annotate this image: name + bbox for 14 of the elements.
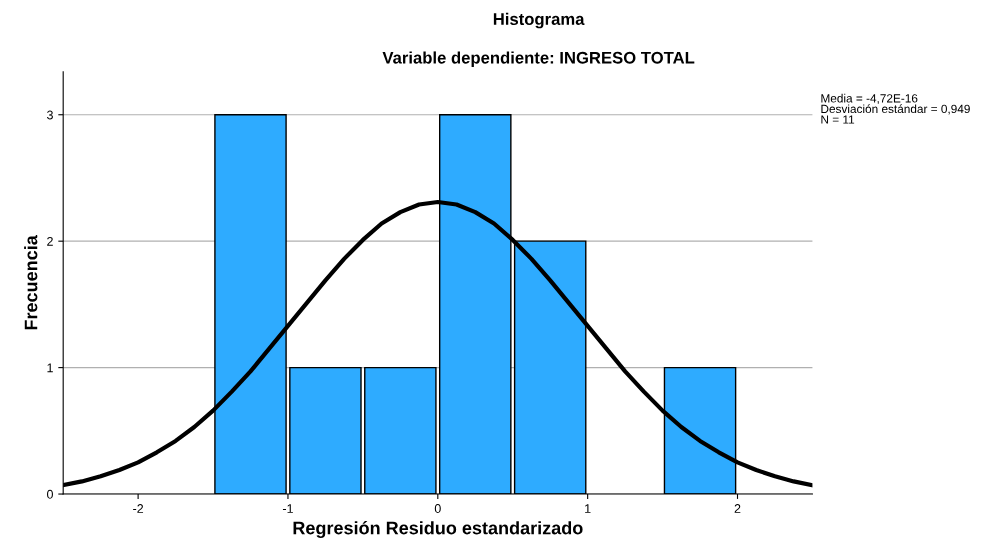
y-tick-label: 2 xyxy=(47,236,53,246)
y-axis-title: Frecuencia xyxy=(24,235,38,330)
text: Media = -4,72E-16 Desviación estándar = 0,949 N = 11 xyxy=(821,93,970,124)
y-tick-label: 1 xyxy=(47,363,53,373)
chart-subtitle: Variable dependiente: INGRESO TOTAL xyxy=(382,51,695,67)
y-tick-label: 0 xyxy=(47,489,53,499)
x-tick-label: 1 xyxy=(585,504,591,513)
x-axis-title: Regresión Residuo estandarizado xyxy=(293,520,583,539)
x-tick-label: -2 xyxy=(133,504,144,513)
x-tick-label: 2 xyxy=(734,504,741,513)
x-tick-label: -1 xyxy=(282,504,293,513)
chart-title: Histograma xyxy=(493,12,585,29)
y-tick-label: 3 xyxy=(46,110,53,120)
x-tick-label: 0 xyxy=(434,504,441,513)
